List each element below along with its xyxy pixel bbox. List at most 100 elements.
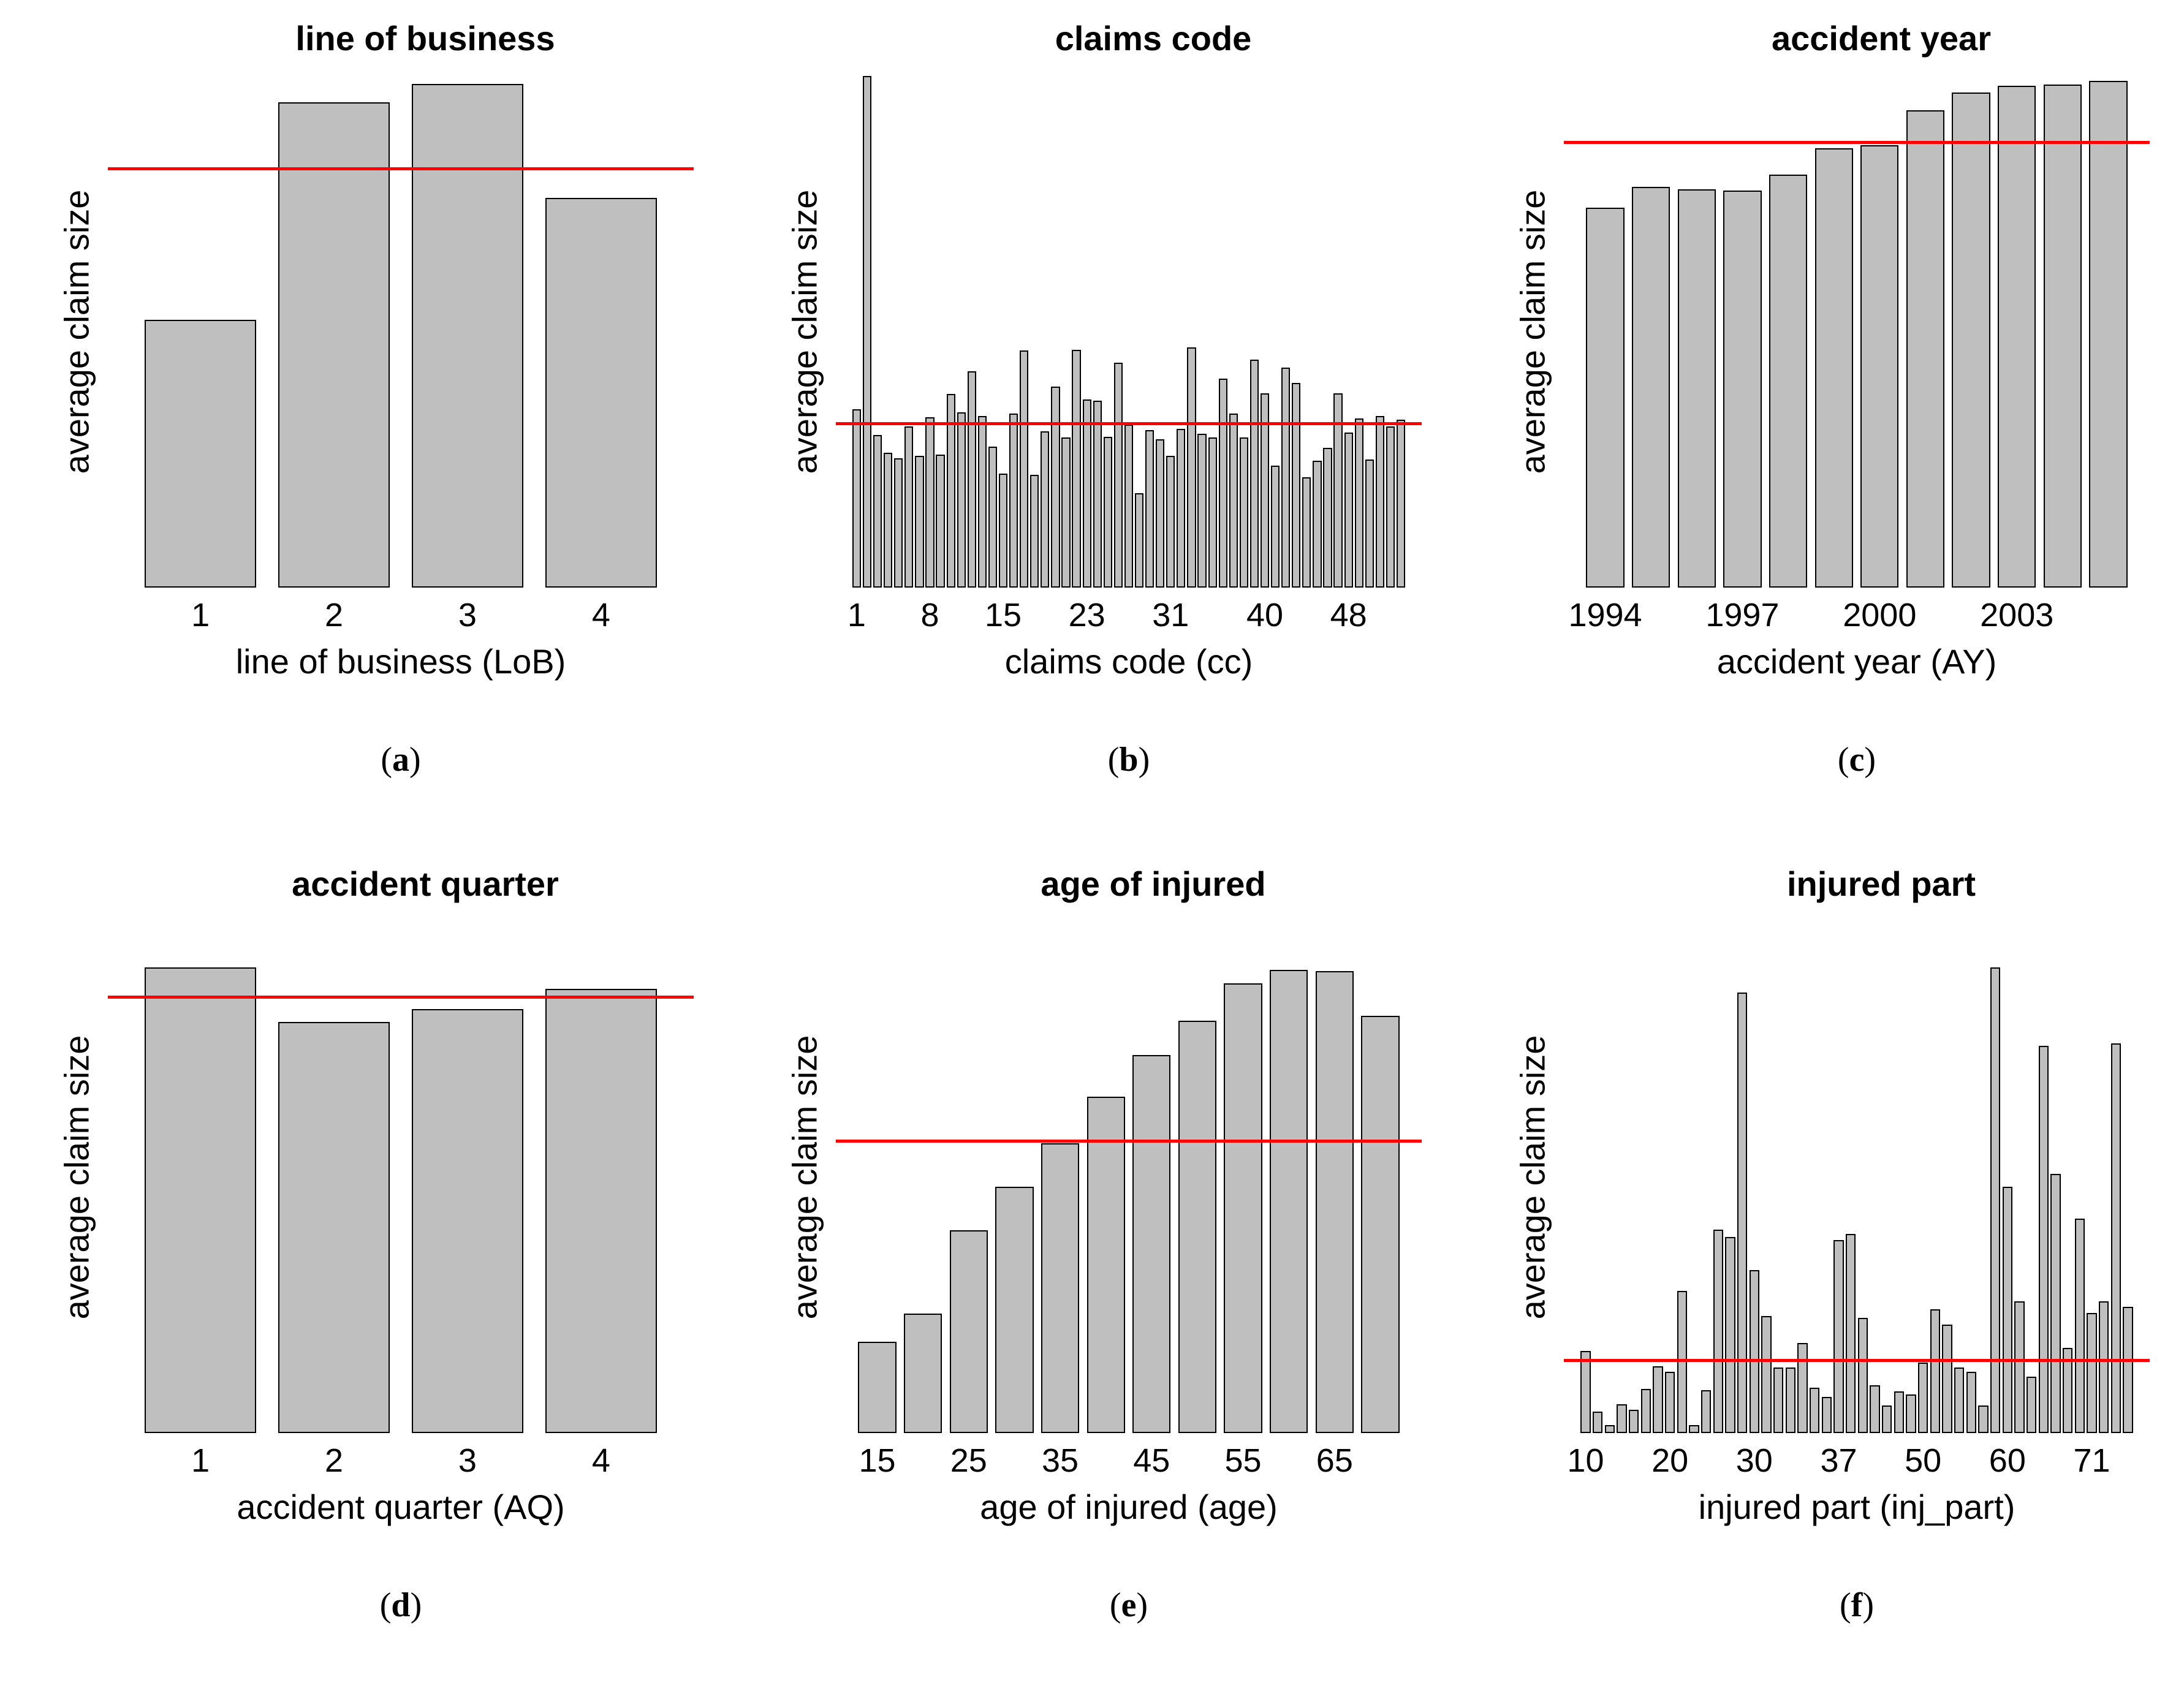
plot-area <box>1564 76 2150 588</box>
bar <box>1845 1234 1856 1433</box>
bar <box>1632 187 1670 588</box>
plot-column: 1 8 15 23 31 40 48 claims code (cc) (b) <box>836 76 1422 779</box>
x-tick-label: 3 <box>458 1442 477 1479</box>
panel-title: line of business <box>295 19 555 58</box>
x-tick-label: 60 <box>1989 1442 2026 1479</box>
bar <box>995 1187 1034 1433</box>
bar <box>1020 350 1029 588</box>
bar <box>1586 208 1625 588</box>
bar <box>1281 368 1291 588</box>
panel-claims-code: claims code average claim size 1 8 15 23 31 4… <box>728 0 1456 846</box>
panel-caption: (b) <box>1107 741 1150 779</box>
x-tick-label: 20 <box>1651 1442 1689 1479</box>
bar <box>894 458 903 588</box>
bar <box>1134 493 1144 588</box>
bar <box>1292 383 1301 588</box>
bar <box>1821 1397 1832 1433</box>
x-axis-ticks: 1 2 3 4 <box>123 1442 679 1481</box>
bar <box>852 409 862 588</box>
bar <box>1166 456 1175 588</box>
x-axis-ticks: 10 20 30 37 50 60 71 <box>1567 1442 2135 1481</box>
bar <box>1761 1316 1772 1433</box>
bar <box>904 1314 942 1433</box>
bar <box>545 989 657 1433</box>
bar <box>1344 433 1353 588</box>
bar <box>1677 1291 1687 1433</box>
plot-area <box>1564 921 2150 1433</box>
x-axis-label: accident year (AY) <box>1716 642 1997 681</box>
x-tick-label: 37 <box>1820 1442 1857 1479</box>
bar <box>936 455 945 588</box>
bar <box>2123 1307 2133 1433</box>
bar <box>1785 1368 1795 1433</box>
bar <box>1103 437 1112 588</box>
chart-row: average claim size 15 25 35 45 55 65 age of i… <box>759 921 1456 1625</box>
bar <box>1592 1412 1603 1433</box>
bar <box>1906 110 1945 588</box>
bar <box>2062 1348 2073 1433</box>
panel-caption: (e) <box>1109 1586 1148 1624</box>
x-tick-label: 15 <box>985 597 1022 634</box>
x-axis-ticks: 1 8 15 23 31 40 48 <box>847 596 1407 635</box>
bar <box>1333 393 1343 588</box>
y-axis-label: average claim size <box>785 1035 824 1320</box>
x-tick-label: 23 <box>1068 597 1105 634</box>
bar <box>1580 1351 1591 1433</box>
bar <box>1354 418 1363 588</box>
bar <box>2038 1046 2049 1433</box>
bar <box>1857 1318 1868 1433</box>
panel-injured-part: injured part average claim size 10 20 30 37… <box>1456 846 2184 1691</box>
bar <box>545 198 657 588</box>
bar <box>2089 81 2128 588</box>
bar <box>1009 414 1018 588</box>
bar <box>988 447 998 588</box>
bar <box>1870 1385 1880 1433</box>
x-tick-label: 3 <box>458 597 477 634</box>
x-tick-label: 8 <box>920 597 939 634</box>
bar <box>1894 1391 1905 1433</box>
x-tick-label: 4 <box>591 1442 610 1479</box>
bar <box>1030 475 1039 588</box>
x-tick-label: 48 <box>1330 597 1367 634</box>
bar <box>2043 85 2082 588</box>
bar <box>145 967 256 1433</box>
bar <box>1677 189 1716 588</box>
bar <box>1208 437 1217 588</box>
bar <box>1224 983 1262 1433</box>
x-tick-label: 15 <box>859 1442 896 1479</box>
bar <box>1860 145 1899 588</box>
bar <box>1749 1270 1759 1433</box>
mean-line <box>836 1140 1422 1143</box>
bar <box>884 453 893 588</box>
bar <box>1187 347 1196 588</box>
x-tick-label: 2000 <box>1843 597 1917 634</box>
bar <box>412 1009 523 1433</box>
bar <box>1998 86 2036 588</box>
x-tick-label: 45 <box>1133 1442 1170 1479</box>
x-axis-label: injured part (inj_part) <box>1698 1488 2015 1526</box>
bar <box>1178 1021 1217 1433</box>
bar <box>1769 175 1808 588</box>
bar <box>946 394 955 588</box>
panel-caption: (f) <box>1840 1586 1874 1624</box>
bar <box>858 1342 897 1433</box>
plot-area <box>108 76 694 588</box>
bar <box>862 76 872 588</box>
bar <box>1604 1425 1615 1433</box>
bar <box>1809 1388 1820 1433</box>
plot-area <box>836 76 1422 588</box>
x-tick-label: 10 <box>1567 1442 1604 1479</box>
x-axis-ticks: 1994 1997 2000 2003 <box>1568 596 2135 635</box>
panel-caption: (a) <box>381 741 421 779</box>
bar <box>904 426 914 588</box>
bar <box>1966 1372 1977 1433</box>
bar <box>412 84 523 588</box>
bar <box>145 320 256 588</box>
x-tick-label: 35 <box>1042 1442 1079 1479</box>
bar <box>1737 993 1748 1433</box>
y-axis-label: average claim size <box>1513 1035 1552 1320</box>
bar <box>1229 414 1238 588</box>
bar <box>278 102 390 588</box>
bar <box>873 435 882 588</box>
